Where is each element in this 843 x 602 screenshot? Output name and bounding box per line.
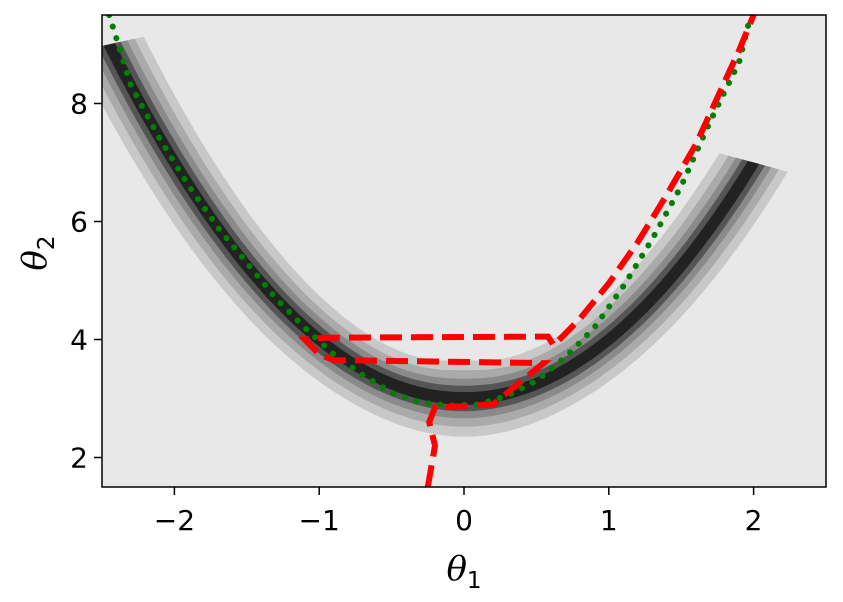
y-axis-label-symbol: θ	[15, 250, 55, 270]
x-axis-label-symbol: θ	[446, 549, 466, 589]
x-tick-label: 1	[600, 504, 618, 537]
density-level-3	[102, 40, 772, 419]
y-axis-label: θ2	[15, 235, 60, 270]
x-tick-label: 0	[455, 504, 473, 537]
x-tick-label: −2	[154, 504, 195, 537]
series-dashed-1	[298, 15, 757, 487]
x-axis-label-subscript: 1	[467, 568, 482, 594]
series-dotted-0	[106, 15, 754, 409]
y-axis-ticks: 2 4 6 8	[70, 88, 102, 475]
y-tick-label: 2	[70, 442, 88, 475]
y-tick-label: 4	[70, 324, 88, 357]
x-axis-ticks: −2 −1 0 1 2	[154, 487, 763, 537]
x-axis-label: θ1	[446, 549, 481, 594]
x-tick-label: −1	[299, 504, 340, 537]
y-tick-label: 8	[70, 88, 88, 121]
series-lines	[106, 15, 757, 487]
y-axis-label-subscript: 2	[34, 235, 60, 250]
y-tick-label: 6	[70, 206, 88, 239]
x-tick-label: 2	[745, 504, 763, 537]
density-contours	[102, 36, 788, 437]
